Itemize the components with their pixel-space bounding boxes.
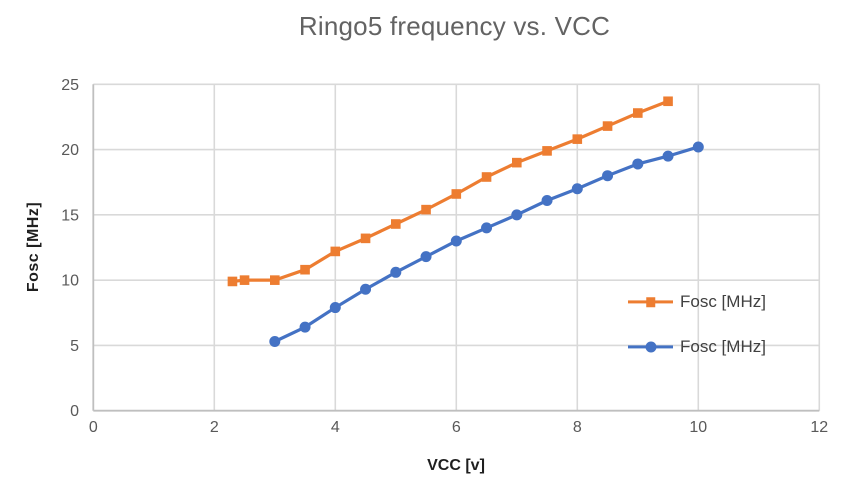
data-point-circle — [662, 150, 674, 162]
data-point-square — [633, 108, 643, 118]
data-point-circle — [571, 183, 583, 195]
data-point-square — [663, 96, 673, 107]
gridlines — [93, 83, 821, 411]
data-point-circle — [481, 222, 493, 234]
legend-marker-square-icon — [628, 295, 673, 309]
y-tick-label: 5 — [70, 338, 79, 355]
x-tick-label: 4 — [331, 419, 340, 436]
data-point-square — [512, 157, 522, 168]
data-point-circle — [511, 209, 523, 221]
data-point-circle — [420, 251, 432, 263]
y-tick-label: 25 — [61, 77, 79, 94]
x-tick-label: 12 — [810, 419, 828, 436]
x-tick-label: 2 — [210, 419, 219, 436]
data-point-square — [360, 233, 371, 244]
x-axis-title: VCC [v] — [427, 457, 485, 474]
legend-label-blue: Fosc [MHz] — [680, 337, 766, 356]
data-series — [227, 96, 704, 348]
data-point-square — [239, 275, 250, 285]
data-point-circle — [269, 336, 281, 348]
data-point-square — [227, 276, 238, 287]
data-point-square — [330, 246, 341, 257]
legend-label-orange: Fosc [MHz] — [680, 292, 766, 311]
y-tick-label: 20 — [61, 142, 79, 159]
data-point-circle — [632, 158, 644, 170]
data-point-square — [542, 146, 552, 156]
y-tick-label: 10 — [61, 273, 79, 290]
y-tick-label: 0 — [70, 403, 79, 420]
legend-item-blue: Fosc [MHz] — [628, 336, 766, 358]
data-point-square — [481, 172, 492, 182]
data-point-circle — [450, 235, 462, 247]
data-point-circle — [329, 302, 341, 314]
series-line-0 — [230, 99, 670, 284]
data-point-square — [572, 134, 583, 144]
y-tick-label: 15 — [61, 207, 79, 224]
data-point-circle — [390, 266, 402, 278]
x-tick-label: 0 — [89, 419, 98, 436]
data-point-square — [451, 189, 462, 199]
axis-lines — [92, 84, 820, 412]
data-point-circle — [360, 283, 372, 295]
data-point-circle — [541, 194, 553, 206]
chart-title: Ringo5 frequency vs. VCC — [298, 11, 611, 41]
tick-labels: 0 2 4 6 8 10 12 0 5 10 15 20 25 — [61, 77, 828, 436]
data-point-square — [421, 204, 431, 215]
x-tick-label: 8 — [573, 419, 582, 436]
data-point-square — [602, 121, 613, 131]
legend-item-orange: Fosc [MHz] — [628, 291, 766, 313]
data-point-circle — [692, 141, 704, 153]
data-point-square — [270, 275, 280, 285]
data-point-circle — [602, 170, 614, 182]
data-point-circle — [299, 321, 311, 333]
legend-marker-circle-icon — [628, 340, 673, 354]
data-point-square — [300, 264, 310, 275]
x-tick-label: 6 — [452, 419, 461, 436]
x-tick-label: 10 — [689, 419, 707, 436]
data-point-square — [391, 219, 401, 229]
y-axis-title: Fosc [MHz] — [25, 201, 42, 293]
